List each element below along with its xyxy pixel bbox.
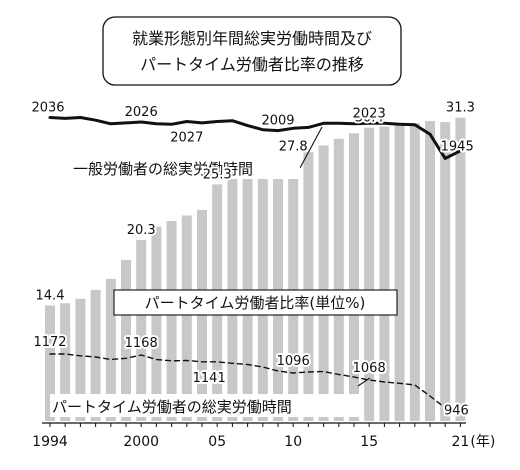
- bar: [288, 156, 299, 421]
- bar: [136, 239, 147, 421]
- bar: [379, 126, 390, 422]
- line-group: [48, 116, 462, 412]
- part-time-hours-callout-bg: [50, 394, 360, 417]
- general-hours-leader-line: [299, 126, 323, 169]
- data-label: 20.3: [127, 223, 156, 238]
- part-time-hours-line: [49, 353, 462, 412]
- chart-title-line-1: 就業形態別年間総実労働時間及び: [132, 29, 372, 48]
- data-label: 1945: [441, 139, 474, 154]
- bar: [151, 226, 162, 421]
- data-label: 25.3: [203, 167, 232, 182]
- data-label: 1172: [33, 335, 66, 350]
- title-box: [102, 16, 402, 86]
- ratio-series-label: パートタイム労働者比率(単位%): [145, 294, 366, 312]
- data-label: 1096: [277, 354, 310, 369]
- x-tick-label: 2000: [123, 434, 159, 450]
- x-tick-label: 05: [208, 434, 226, 450]
- bar: [105, 278, 116, 421]
- x-tick-label: 15: [360, 434, 378, 450]
- x-tick-label: 1994: [32, 434, 68, 450]
- bar: [303, 152, 314, 421]
- bar: [333, 138, 344, 421]
- data-label: 27.8: [279, 140, 308, 155]
- bar: [394, 125, 405, 421]
- chart-title-line-2: パートタイム労働者比率の推移: [140, 55, 364, 74]
- data-label: 1141: [193, 371, 226, 386]
- bar: [349, 133, 359, 421]
- part-time-hours-series-label: パートタイム労働者の総実労働時間: [52, 398, 292, 416]
- data-label: 2009: [261, 114, 294, 129]
- x-tick-label: 21: [451, 434, 469, 450]
- general-hours-callout-bg: [72, 156, 300, 179]
- x-tick-group: 1994 2000 05 10 15 21 (年): [32, 423, 495, 450]
- x-axis-unit: (年): [470, 434, 495, 450]
- data-label: 2023: [353, 106, 386, 121]
- data-label: 14.4: [36, 288, 65, 303]
- x-tick-label: 10: [284, 434, 302, 450]
- bar: [181, 215, 192, 421]
- bar: [440, 122, 451, 422]
- data-label: 946: [444, 404, 469, 419]
- bar: [60, 303, 71, 421]
- data-label: 30.4: [355, 111, 384, 126]
- data-label: 31.3: [446, 101, 475, 116]
- general-hours-series-label: 一般労働者の総実労働時間: [73, 160, 253, 178]
- data-label: 2027: [170, 131, 203, 146]
- data-label: 1068: [353, 361, 386, 376]
- data-label-group: 14.4 20.3 25.3 27.8 30.4 31.3 2036 2026 2027 2009…: [29, 99, 476, 421]
- bar: [90, 289, 101, 421]
- data-label: 2026: [125, 105, 158, 120]
- bar: [364, 127, 375, 422]
- data-label: 2036: [31, 101, 64, 116]
- bar: [455, 117, 466, 422]
- bar: [318, 145, 329, 422]
- part-time-hours-leader-line: [357, 377, 371, 387]
- bar: [45, 305, 55, 421]
- bar: [166, 221, 177, 421]
- bar: [425, 121, 435, 421]
- ratio-legend-box: [113, 289, 398, 316]
- general-hours-line: [48, 116, 462, 160]
- bar: [409, 123, 420, 421]
- data-label: 1168: [125, 336, 158, 351]
- bar: [75, 298, 86, 421]
- bar: [121, 259, 131, 421]
